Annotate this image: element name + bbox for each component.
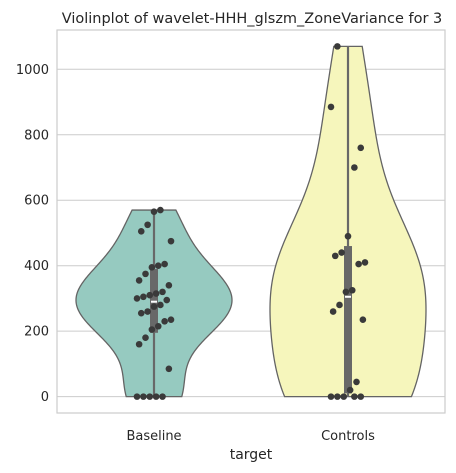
data-point: [154, 322, 162, 330]
data-point: [133, 295, 141, 302]
data-point: [159, 288, 166, 296]
data-point: [346, 386, 354, 394]
data-point: [137, 228, 145, 235]
data-point: [361, 259, 369, 266]
data-point: [340, 393, 348, 400]
x-tick-label: Controls: [321, 429, 375, 444]
iqr-box-controls: [344, 246, 352, 394]
data-point: [148, 264, 156, 271]
data-point: [167, 237, 175, 245]
data-point: [334, 43, 341, 50]
data-point: [342, 288, 350, 296]
data-point: [154, 262, 162, 269]
data-point: [140, 393, 147, 400]
y-tick-label: 800: [24, 128, 49, 143]
data-point: [144, 308, 151, 315]
data-point: [355, 260, 362, 268]
y-tick-label: 0: [41, 390, 49, 405]
data-point: [135, 340, 143, 348]
data-point: [144, 221, 151, 229]
data-point: [336, 301, 343, 309]
data-point: [329, 308, 337, 315]
data-point: [357, 144, 365, 152]
data-point: [327, 103, 335, 111]
median-marker-baseline: [151, 300, 157, 303]
data-point: [142, 334, 149, 342]
data-point: [165, 365, 173, 373]
data-point: [165, 282, 173, 289]
plot-frame: [56, 29, 446, 414]
data-point: [348, 286, 356, 294]
chart-title: Violinplot of wavelet-HHH_glszm_ZoneVari…: [62, 11, 443, 27]
data-point: [351, 393, 358, 400]
x-tick-label: Baseline: [126, 429, 181, 444]
data-point: [161, 318, 168, 325]
x-tick-labels: Baseline Controls: [126, 429, 375, 444]
data-point: [353, 378, 360, 386]
data-point: [159, 393, 166, 400]
data-point: [161, 260, 168, 268]
data-point: [334, 393, 341, 400]
data-point: [148, 326, 156, 333]
y-tick-labels: 0 200 400 600 800 1000: [16, 63, 49, 405]
data-point: [133, 393, 141, 400]
data-point: [140, 293, 147, 301]
data-point: [344, 232, 352, 240]
data-point: [150, 303, 158, 310]
data-point: [163, 296, 171, 304]
data-point: [146, 291, 154, 299]
x-axis-label: target: [230, 447, 273, 463]
y-tick-label: 200: [24, 325, 49, 340]
y-tick-label: 600: [24, 194, 49, 209]
median-marker-controls: [345, 295, 351, 298]
data-point: [135, 277, 143, 284]
data-point: [157, 301, 164, 309]
data-point: [331, 252, 339, 260]
point-layer: [133, 43, 369, 400]
violin-layer: [75, 45, 427, 398]
data-point: [150, 208, 158, 215]
data-point: [327, 393, 335, 400]
data-point: [137, 309, 145, 317]
data-point: [359, 316, 367, 324]
data-point: [357, 393, 365, 400]
data-point: [351, 164, 358, 171]
data-point: [157, 206, 164, 214]
data-point: [152, 290, 160, 297]
data-point: [146, 393, 154, 400]
y-tick-label: 1000: [16, 63, 49, 78]
data-point: [167, 316, 175, 324]
data-point: [152, 393, 160, 400]
y-tick-label: 400: [24, 259, 49, 274]
data-point: [338, 249, 345, 256]
data-point: [142, 270, 149, 278]
